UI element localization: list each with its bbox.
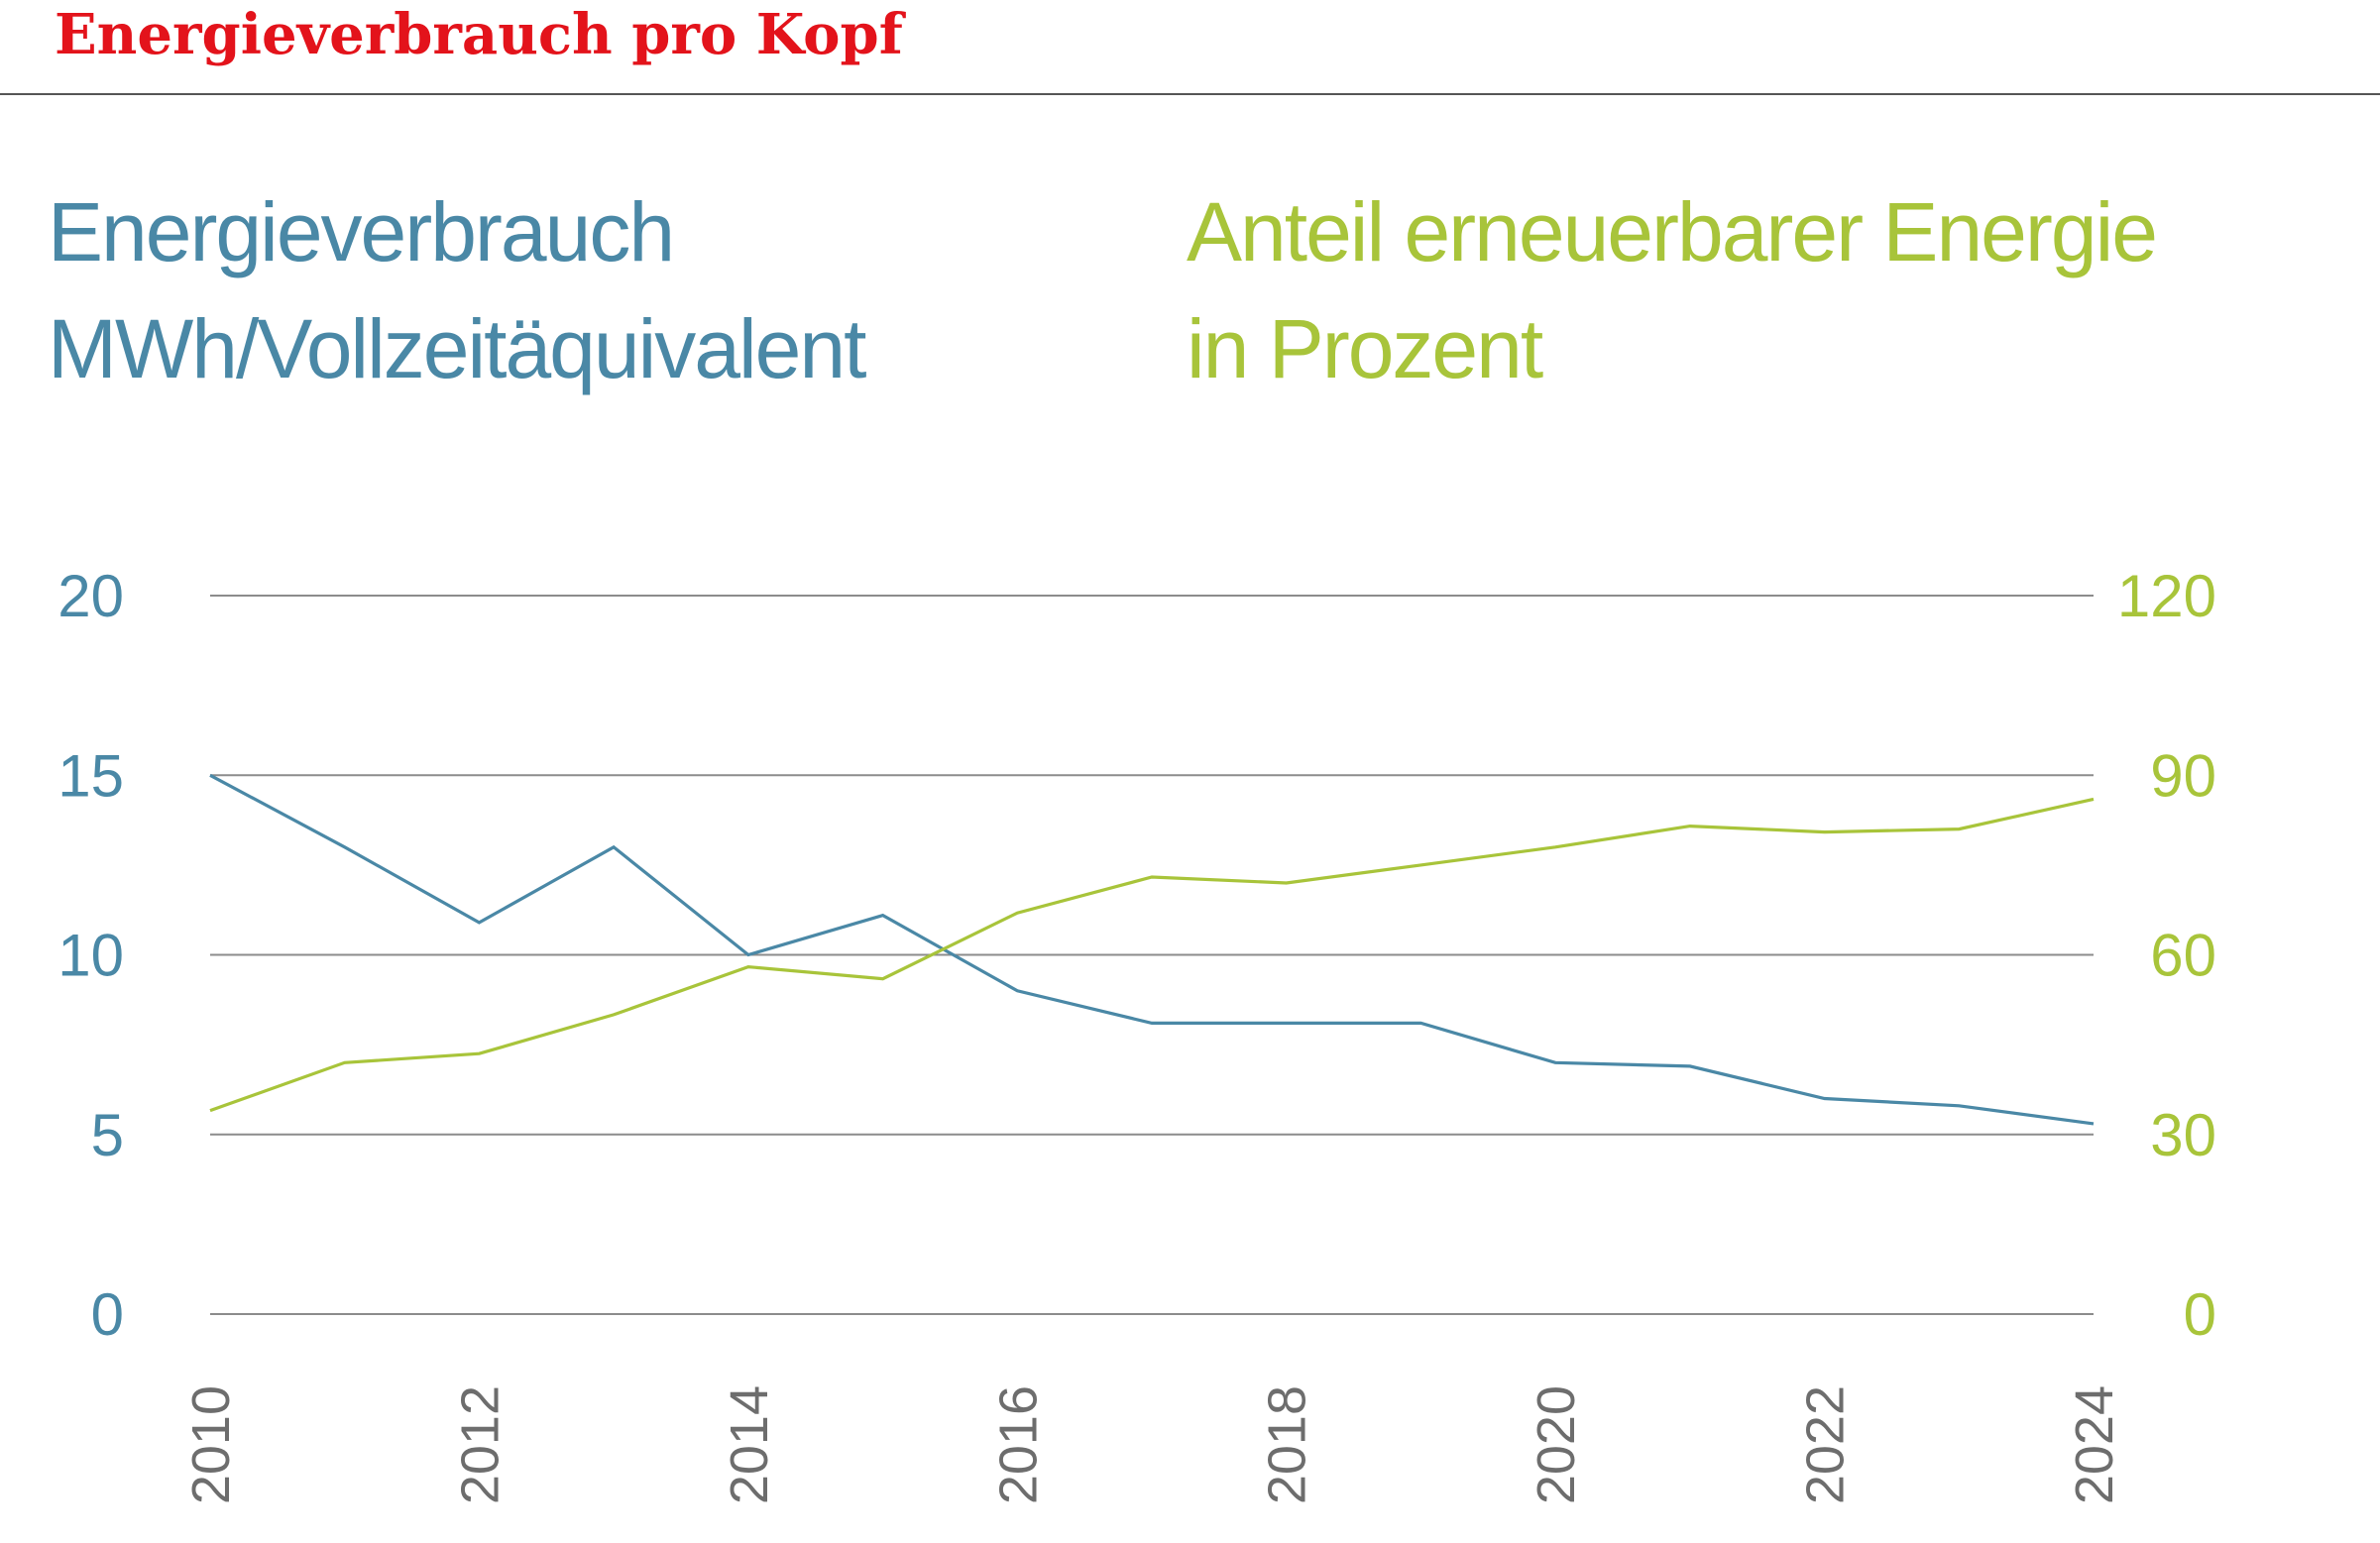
right-axis-tick-label: 0 <box>2184 1281 2216 1348</box>
right-axis-title-line2: in Prozent <box>1187 302 1543 395</box>
left-axis-tick-label: 15 <box>57 742 124 809</box>
renewable-share-line <box>209 797 2095 1113</box>
x-axis-tick-label: 2016 <box>988 1385 1048 1504</box>
left-axis-title: Energieverbrauch MWh/Vollzeitäquivalent <box>48 173 866 407</box>
page-title: Energieverbrauch pro Kopf <box>55 2 903 67</box>
left-axis-tick-label: 10 <box>57 923 124 989</box>
x-axis-tick-label: 2020 <box>1527 1385 1586 1504</box>
x-axis-tick-label: 2022 <box>1796 1385 1856 1504</box>
right-axis-tick-label: 120 <box>2117 563 2216 629</box>
x-axis-tick-label: 2014 <box>720 1385 779 1504</box>
x-axis-tick-label: 2012 <box>450 1385 510 1504</box>
right-axis-tick-label: 30 <box>2150 1102 2216 1168</box>
right-axis-title-line1: Anteil erneuerbarer Energie <box>1187 185 2158 278</box>
right-axis-tick-label: 60 <box>2150 923 2216 989</box>
x-axis-tick-label: 2010 <box>181 1385 241 1504</box>
left-axis-tick-label: 5 <box>91 1102 124 1168</box>
right-axis-title: Anteil erneuerbarer Energie in Prozent <box>1187 173 2158 407</box>
left-axis-title-line2: MWh/Vollzeitäquivalent <box>48 302 866 395</box>
right-axis-tick-label: 90 <box>2150 742 2216 809</box>
left-axis-title-line1: Energieverbrauch <box>48 185 675 278</box>
left-axis-tick-label: 20 <box>57 563 124 629</box>
energy-consumption-line <box>209 773 2095 1126</box>
x-axis-tick-label: 2024 <box>2065 1385 2124 1504</box>
left-axis-tick-label: 0 <box>91 1281 124 1348</box>
x-axis-tick-label: 2018 <box>1258 1385 1317 1504</box>
title-divider <box>0 93 2380 95</box>
